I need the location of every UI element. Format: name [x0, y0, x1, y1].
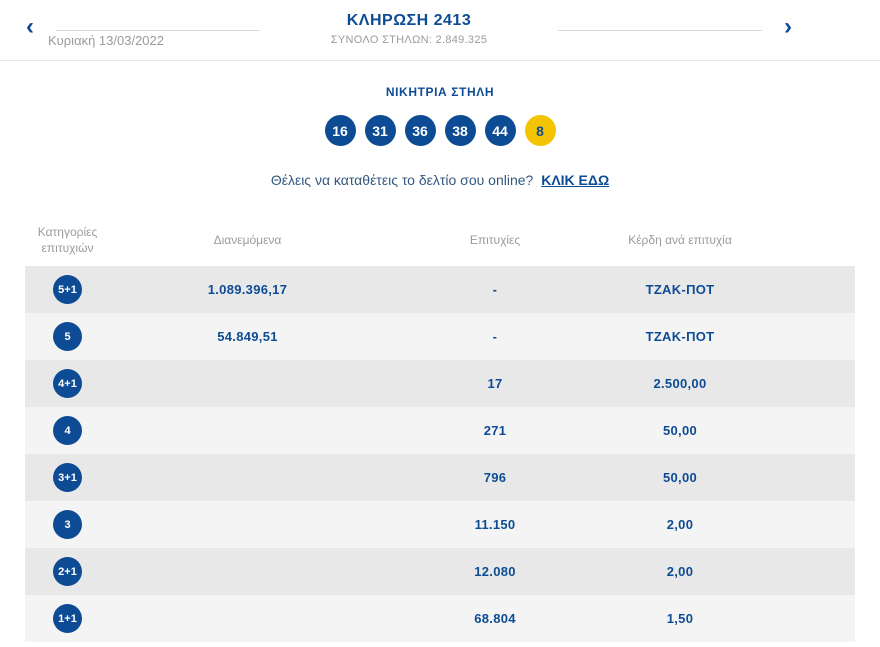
- table-row: 1+1 68.804 1,50: [25, 595, 855, 642]
- header-divider-left: [56, 29, 260, 31]
- wins-value: 17: [487, 376, 503, 391]
- winning-number-ball: 44: [484, 115, 516, 146]
- section-divider: [0, 60, 880, 61]
- category-badge: 4: [53, 416, 82, 445]
- prize-value: ΤΖΑΚ-ΠΟΤ: [645, 329, 715, 344]
- winning-column-section: ΝΙΚΗΤΡΙΑ ΣΤΗΛΗ 16 31 36 38 44 8: [0, 85, 880, 146]
- wins-value: -: [492, 282, 498, 297]
- table-row: 3+1 796 50,00: [25, 454, 855, 501]
- winning-number-ball: 38: [444, 115, 476, 146]
- table-header-row: Κατηγορίες επιτυχιών Διανεμόμενα Επιτυχί…: [25, 216, 855, 266]
- joker-number-ball: 8: [524, 115, 556, 146]
- prize-value: 50,00: [662, 470, 698, 485]
- category-badge: 2+1: [53, 557, 82, 586]
- table-row: 5+1 1.089.396,17 - ΤΖΑΚ-ΠΟΤ: [25, 266, 855, 313]
- prev-draw-icon[interactable]: ‹: [26, 13, 34, 40]
- table-row: 4 271 50,00: [25, 407, 855, 454]
- category-badge: 3: [53, 510, 82, 539]
- winning-number-ball: 31: [364, 115, 396, 146]
- wins-value: 11.150: [474, 517, 516, 532]
- distributed-value: 1.089.396,17: [207, 282, 288, 297]
- play-online-text: Θέλεις να καταθέτεις το δελτίο σου onlin…: [270, 172, 534, 188]
- wins-value: 271: [483, 423, 507, 438]
- table-row: 5 54.849,51 - ΤΖΑΚ-ΠΟΤ: [25, 313, 855, 360]
- next-draw-icon[interactable]: ›: [784, 13, 792, 40]
- category-badge: 4+1: [53, 369, 82, 398]
- header-divider-right: [558, 29, 762, 31]
- table-row: 4+1 17 2.500,00: [25, 360, 855, 407]
- prize-value: 1,50: [666, 611, 694, 626]
- wins-value: 12.080: [474, 564, 516, 579]
- table-row: 2+1 12.080 2,00: [25, 548, 855, 595]
- prize-value: 2,00: [666, 564, 694, 579]
- header-category: Κατηγορίες επιτυχιών: [37, 225, 98, 255]
- prize-value: 2,00: [666, 517, 694, 532]
- header-prize: Κέρδη ανά επιτυχία: [628, 233, 732, 248]
- header-wins: Επιτυχίες: [469, 233, 521, 248]
- winning-numbers: 16 31 36 38 44 8: [0, 115, 880, 146]
- prize-value: 50,00: [662, 423, 698, 438]
- draw-date: Κυριακή 13/03/2022: [48, 33, 164, 48]
- wins-value: 68.804: [474, 611, 516, 626]
- winning-number-ball: 16: [324, 115, 356, 146]
- play-online-link[interactable]: ΚΛΙΚ ΕΔΩ: [541, 172, 610, 188]
- wins-value: -: [492, 329, 498, 344]
- prize-value: ΤΖΑΚ-ΠΟΤ: [645, 282, 715, 297]
- draw-header: ‹ ΚΛΗΡΩΣΗ 2413 ΣΥΝΟΛΟ ΣΤΗΛΩΝ: 2.849.325 …: [0, 0, 810, 60]
- prize-value: 2.500,00: [653, 376, 707, 391]
- play-online-row: Θέλεις να καταθέτεις το δελτίο σου onlin…: [0, 172, 880, 188]
- category-badge: 3+1: [53, 463, 82, 492]
- table-row: 3 11.150 2,00: [25, 501, 855, 548]
- distributed-value: 54.849,51: [217, 329, 278, 344]
- winning-number-ball: 36: [404, 115, 436, 146]
- category-badge: 5: [53, 322, 82, 351]
- category-badge: 1+1: [53, 604, 82, 633]
- total-columns-label: ΣΥΝΟΛΟ ΣΤΗΛΩΝ: 2.849.325: [330, 34, 488, 46]
- header-distributed: Διανεμόμενα: [213, 233, 282, 248]
- wins-value: 796: [483, 470, 507, 485]
- draw-title: ΚΛΗΡΩΣΗ 2413: [346, 12, 472, 29]
- category-badge: 5+1: [53, 275, 82, 304]
- draw-navigation: ‹ ΚΛΗΡΩΣΗ 2413 ΣΥΝΟΛΟ ΣΤΗΛΩΝ: 2.849.325 …: [0, 0, 810, 60]
- draw-title-block: ΚΛΗΡΩΣΗ 2413 ΣΥΝΟΛΟ ΣΤΗΛΩΝ: 2.849.325: [274, 12, 544, 46]
- results-table: Κατηγορίες επιτυχιών Διανεμόμενα Επιτυχί…: [25, 216, 855, 642]
- winning-column-title: ΝΙΚΗΤΡΙΑ ΣΤΗΛΗ: [385, 85, 495, 99]
